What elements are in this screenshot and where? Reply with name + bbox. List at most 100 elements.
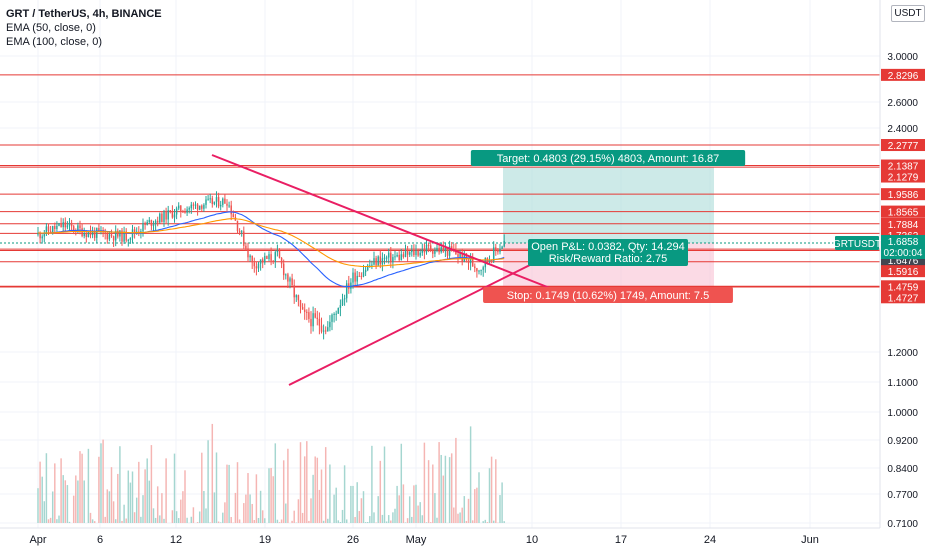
candle-body-118	[285, 274, 287, 276]
volume-bar-29	[98, 456, 100, 523]
candle-body-201	[459, 253, 461, 257]
volume-bar-170	[394, 508, 396, 523]
volume-bar-116	[280, 519, 283, 523]
volume-bar-154	[360, 498, 363, 523]
candle-body-167	[387, 252, 390, 258]
volume-bar-47	[135, 497, 138, 523]
candle-body-170	[394, 256, 396, 258]
volume-bar-130	[310, 498, 312, 523]
target-label: Target: 0.4803 (29.15%) 4803, Amount: 16…	[497, 153, 720, 165]
position-zones[interactable]	[503, 167, 714, 288]
volume-bar-30	[100, 443, 102, 523]
candle-body-173	[400, 254, 403, 260]
time-tick-5: May	[406, 534, 427, 546]
volume-bar-122	[293, 510, 295, 523]
triangle-trendlines[interactable]	[211, 154, 561, 386]
price-axis[interactable]: 3.0000 2.6000 2.4000 1.2000 1.1000 1.0000 0.92…	[833, 0, 925, 530]
candle-body-151	[354, 272, 356, 282]
candle-body-43	[127, 239, 130, 241]
candle-body-36	[112, 236, 115, 241]
candle-body-135	[320, 325, 323, 332]
candle-body-40	[121, 230, 123, 242]
candle-body-211	[480, 269, 482, 271]
volume-bar-115	[278, 522, 281, 523]
volume-bar-103	[253, 520, 256, 523]
volume-bar-53	[148, 480, 151, 523]
candle-body-222	[503, 240, 505, 247]
volume-bar-191	[438, 442, 440, 523]
volume-bar-55	[152, 508, 155, 523]
volume-bar-188	[432, 464, 434, 523]
candle-body-37	[114, 230, 117, 241]
volume-bar-137	[324, 447, 327, 523]
candle-body-113	[274, 252, 277, 262]
upper-trendline	[211, 154, 561, 293]
candle-body-208	[474, 266, 476, 269]
candle-body-99	[245, 245, 247, 249]
volume-bar-147	[345, 519, 348, 523]
candle-body-34	[108, 234, 111, 240]
volume-bar-145	[341, 509, 344, 523]
currency-button[interactable]: USDT	[891, 5, 925, 22]
candle-body-134	[318, 318, 321, 326]
candle-body-155	[362, 272, 365, 277]
candle-body-26	[91, 231, 94, 236]
candle-body-83	[211, 198, 214, 205]
candle-body-59	[161, 213, 163, 223]
volume-bar-156	[364, 522, 367, 523]
volume-bar-95	[236, 462, 239, 523]
time-axis[interactable]: Apr 6 12 19 26 May 10 17 24 Jun	[0, 527, 880, 546]
volume-bar-100	[247, 473, 249, 523]
candle-body-12	[62, 222, 64, 228]
horizontal-levels[interactable]	[0, 74, 880, 288]
volume-bar-184	[423, 442, 426, 523]
volume-bar-161	[375, 522, 377, 523]
candle-body-5	[47, 226, 50, 232]
candle-body-185	[425, 244, 428, 253]
time-tick-7: 17	[615, 534, 627, 546]
time-tick-0: Apr	[29, 534, 46, 546]
candle-body-73	[190, 204, 193, 209]
candle-body-143	[337, 307, 340, 314]
volume-bar-57	[156, 486, 159, 523]
volume-bar-71	[186, 517, 188, 523]
volume-bar-101	[249, 494, 251, 523]
price-tick-8: 0.7700	[887, 490, 918, 501]
level-badge-5: 1.8565	[888, 208, 919, 219]
candle-body-125	[299, 300, 302, 308]
candle-body-95	[236, 220, 239, 231]
ema100-line	[37, 218, 505, 268]
price-tick-5: 1.0000	[887, 408, 918, 419]
candle-body-206	[469, 258, 472, 264]
level-badge-bg-2	[881, 159, 925, 172]
volume-bar-26	[91, 519, 94, 523]
volume-bar-127	[303, 456, 306, 523]
volume-bar-138	[327, 518, 329, 523]
candle-body-184	[423, 249, 426, 253]
level-badge-6: 1.7884	[888, 220, 919, 231]
volume-bar-12	[62, 475, 64, 523]
volume-bar-64	[171, 510, 174, 523]
candle-body-19	[77, 225, 79, 233]
candle-body-172	[398, 254, 400, 260]
volume-bar-164	[381, 514, 384, 523]
candle-body-33	[106, 233, 109, 240]
volume-bar-17	[72, 495, 75, 523]
candle-body-25	[89, 231, 92, 236]
candle-body-104	[255, 266, 258, 269]
volume-bar-73	[190, 516, 193, 523]
candle-body-76	[196, 204, 199, 210]
stop-label: Stop: 0.1749 (10.62%) 1749, Amount: 7.5	[507, 290, 709, 302]
candle-body-56	[154, 220, 157, 225]
legend-ema100: EMA (100, close, 0)	[6, 36, 102, 48]
volume-bar-185	[425, 522, 428, 523]
volume-bar-207	[471, 520, 474, 523]
candle-body-212	[482, 267, 484, 270]
volume-bar-204	[465, 520, 468, 523]
volume-bar-104	[255, 474, 258, 523]
candle-body-87	[219, 204, 222, 207]
candle-body-68	[180, 205, 182, 212]
level-badge-bg-6	[881, 217, 925, 230]
volume-bar-146	[343, 465, 346, 523]
